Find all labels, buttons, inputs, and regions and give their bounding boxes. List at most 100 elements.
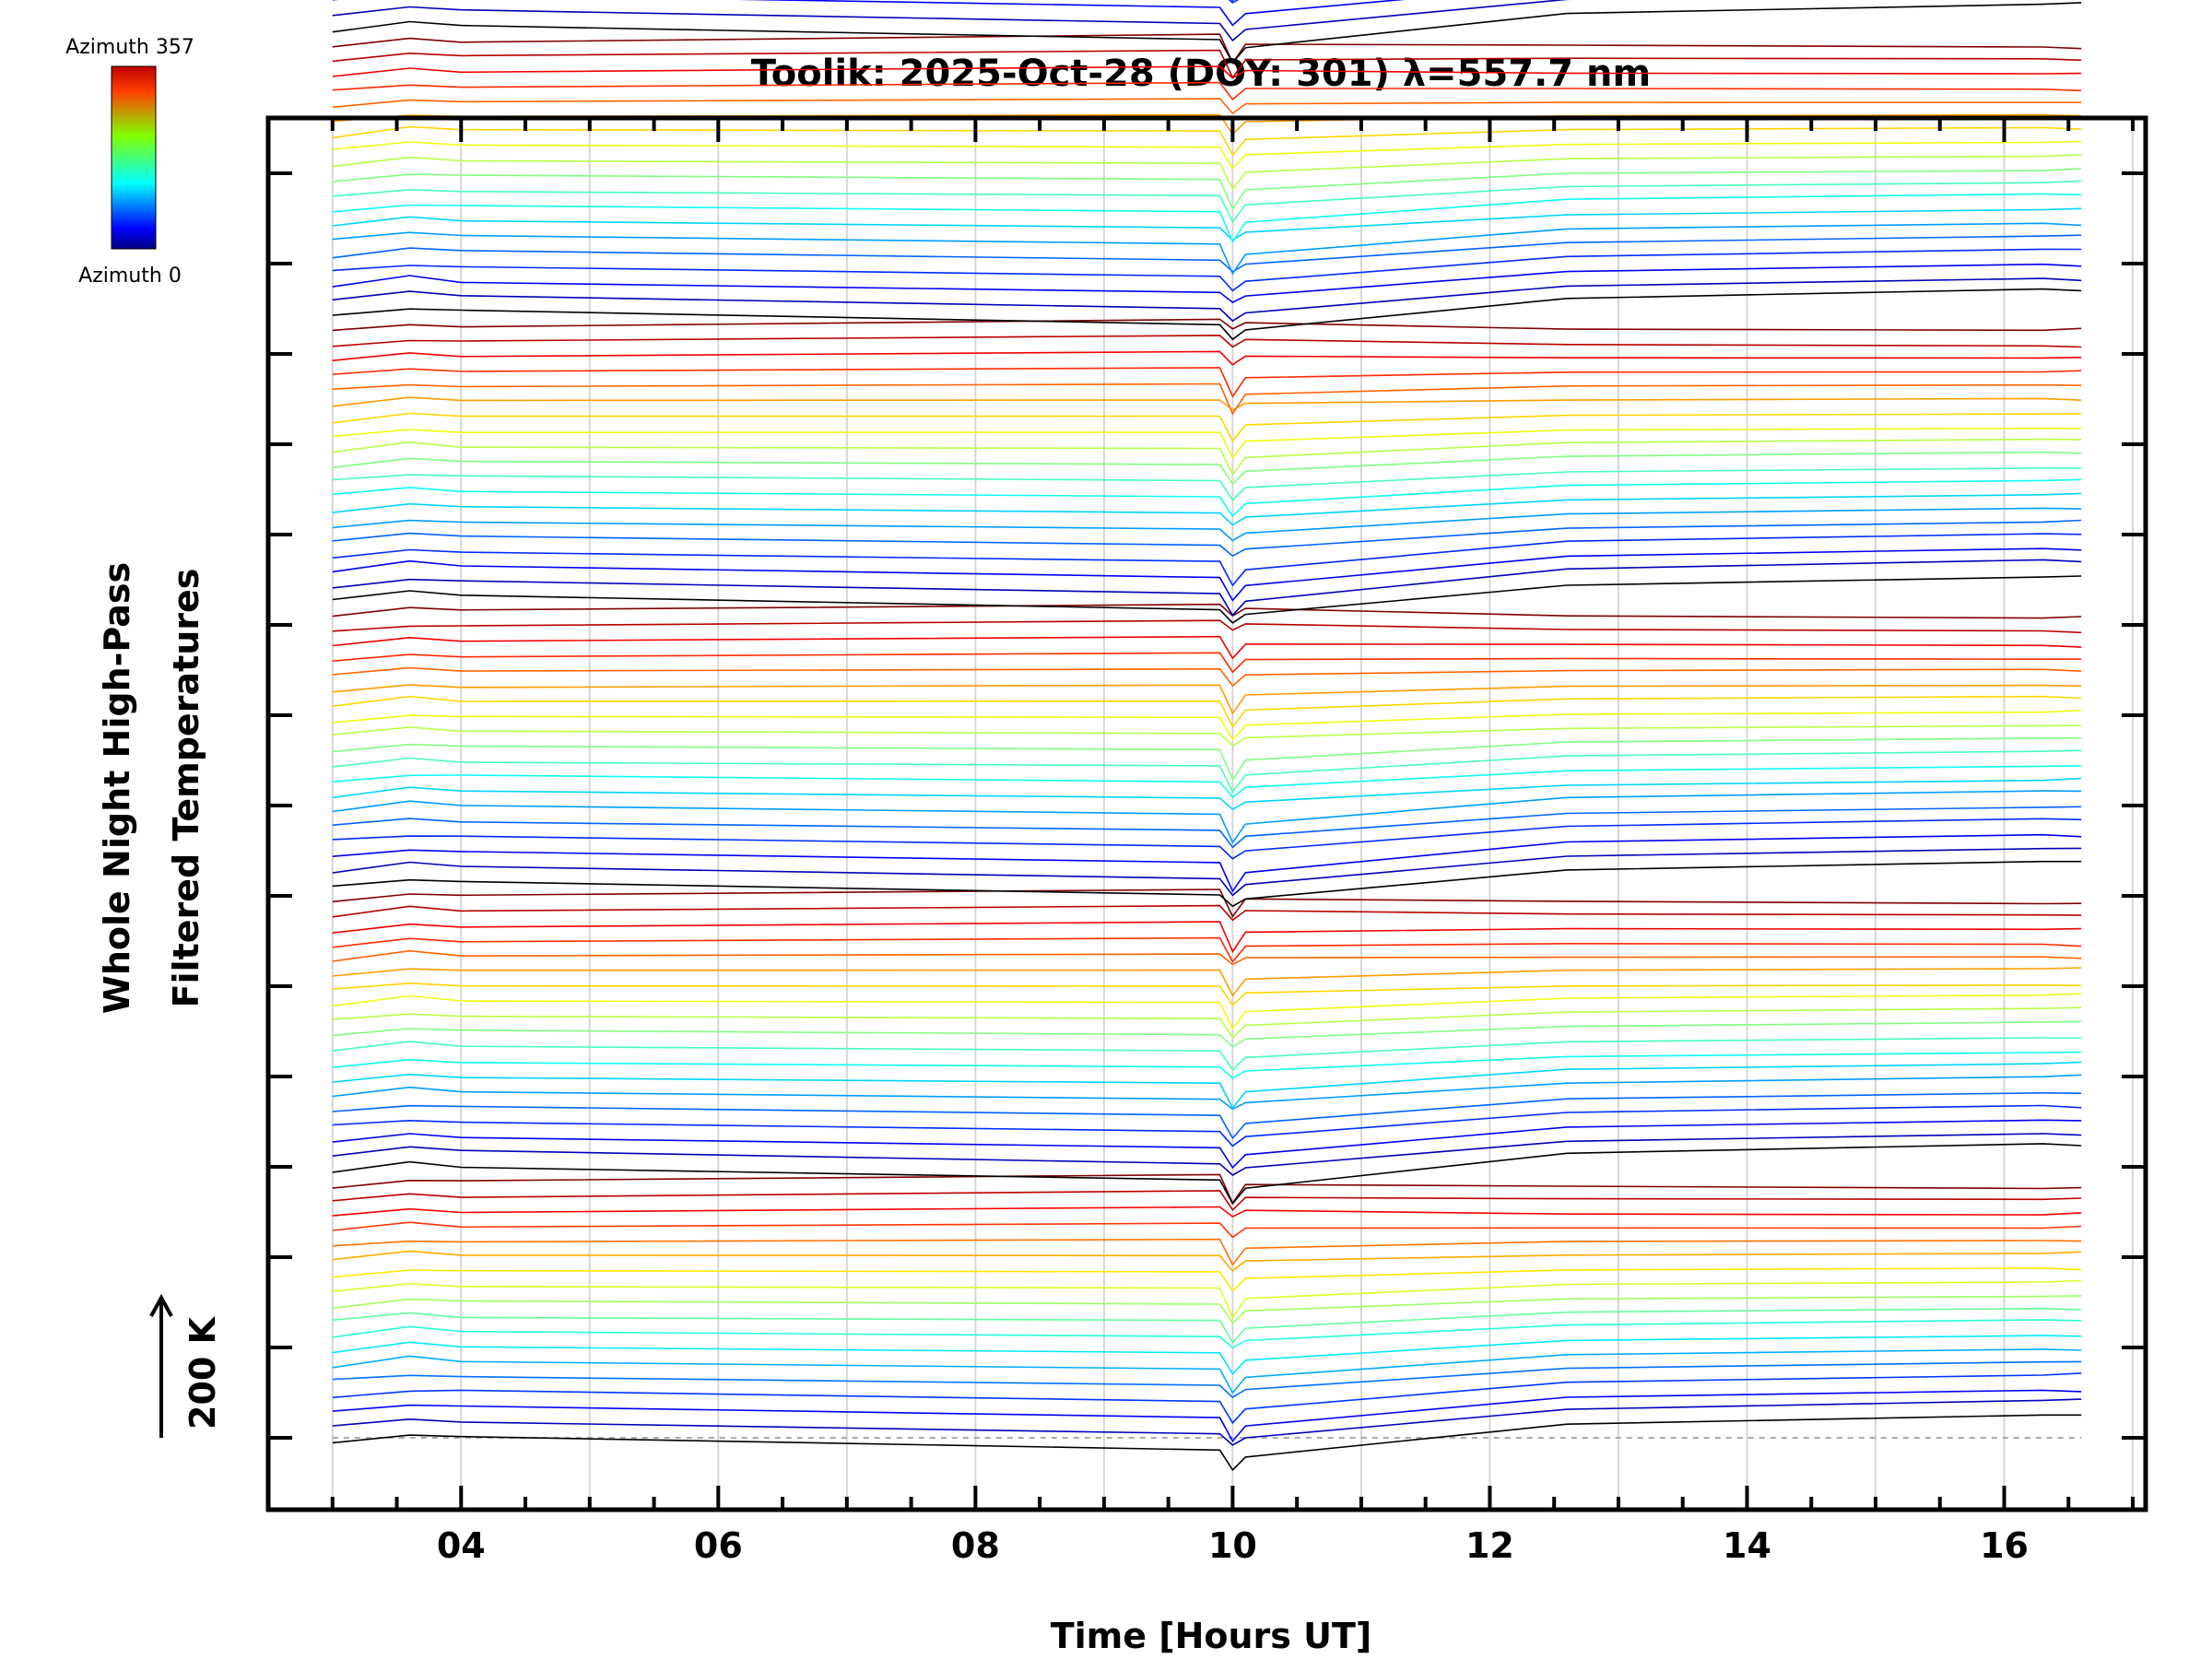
series-line (332, 1279, 2082, 1320)
series-line (332, 833, 2082, 893)
series-line (332, 412, 2082, 442)
series-line (332, 1319, 2082, 1349)
y-axis-title-line2: Filtered Temperatures (166, 569, 206, 1008)
series-line (332, 736, 2082, 782)
series-line (332, 2, 2082, 65)
series-line (332, 1348, 2082, 1394)
series-line (332, 1020, 2082, 1048)
x-tick-label: 10 (1208, 1525, 1257, 1566)
x-tick-labels: 04 06 08 10 12 14 16 (437, 1525, 2029, 1566)
series-line (332, 1190, 2082, 1212)
series-line (332, 559, 2082, 617)
series-line (332, 49, 2082, 79)
series-line (332, 396, 2082, 411)
series-line (332, 1206, 2082, 1218)
series-line (1230, 0, 1235, 3)
series-line (332, 695, 2082, 728)
series-line (332, 904, 2082, 922)
vertical-gridlines (331, 123, 2135, 1505)
series-line (332, 519, 2082, 558)
series-line (332, 140, 2082, 171)
series-line (332, 619, 2082, 634)
series-line (332, 350, 2082, 366)
series-line (332, 277, 2082, 323)
x-tick-label: 12 (1465, 1525, 1514, 1566)
series-line (332, 451, 2082, 486)
series-line (332, 749, 2082, 794)
series-line (332, 180, 2082, 224)
plot-frame (265, 115, 2148, 1512)
series-line (332, 1037, 2082, 1071)
series-line (332, 1092, 2082, 1140)
x-tick-label: 16 (1980, 1525, 2029, 1566)
series-line (332, 1051, 2082, 1079)
series-line (332, 666, 2082, 688)
series-line (332, 1074, 2082, 1111)
x-tick-label: 06 (694, 1525, 743, 1566)
series-line (332, 1372, 2082, 1425)
colorbar (111, 65, 157, 250)
series-line (332, 575, 2082, 624)
x-tick-label: 08 (951, 1525, 1000, 1566)
series-line (332, 936, 2082, 963)
series-line (332, 438, 2082, 477)
series-line (332, 81, 2082, 100)
series-line (332, 467, 2082, 501)
series-line (332, 847, 2082, 897)
series-line (332, 0, 1572, 42)
series-line (332, 1295, 2082, 1324)
series-line (332, 263, 2082, 304)
series-line (332, 982, 2082, 1006)
temperature-series (332, 0, 2082, 1472)
series-line (332, 684, 2082, 715)
series-line (332, 967, 2082, 997)
series-line (332, 652, 2082, 674)
series-line (332, 1143, 2082, 1206)
series-line (332, 234, 2082, 273)
series-line (332, 1398, 2082, 1446)
series-line (332, 790, 2082, 844)
series-line (332, 818, 2082, 860)
series-line (332, 318, 2082, 332)
series-line (332, 382, 2082, 416)
series-line (332, 492, 2082, 526)
series-line (332, 993, 2082, 1030)
series-line (332, 1119, 2082, 1170)
scale-bar-label: 200 K (182, 1315, 223, 1430)
series-line (332, 222, 2082, 276)
series-line (332, 154, 2082, 191)
series-line (332, 1133, 2082, 1176)
x-tick-label: 14 (1723, 1525, 1771, 1566)
series-line (332, 1238, 2082, 1266)
series-line (332, 1104, 2082, 1147)
series-line (332, 921, 2082, 954)
series-line (332, 777, 2082, 811)
series-line (332, 335, 2082, 348)
colorbar-top-label: Azimuth 357 (65, 36, 194, 59)
series-line (332, 533, 2082, 587)
colorbar-bottom-label: Azimuth 0 (78, 265, 182, 288)
series-line (332, 860, 2082, 908)
scale-bar-arrowhead (149, 1293, 173, 1317)
series-line (332, 1221, 2082, 1239)
series-line (332, 1250, 2082, 1273)
series-line (332, 1267, 2082, 1292)
series-line (332, 635, 2082, 660)
series-line (332, 949, 2082, 966)
axis-ticks (268, 118, 2146, 1510)
series-line (332, 888, 2082, 918)
series-line (332, 288, 2082, 341)
series-line (332, 765, 2082, 799)
series-line (332, 1006, 2082, 1040)
series-line (1228, 0, 1240, 4)
series-line (332, 1307, 2082, 1345)
x-axis-title: Time [Hours UT] (1051, 1616, 1372, 1656)
series-line (332, 367, 2082, 398)
series-line (332, 1335, 2082, 1376)
series-line (332, 125, 2082, 157)
series-line (332, 724, 2082, 747)
series-line (332, 427, 2082, 460)
series-line (332, 1389, 2082, 1443)
series-line (332, 168, 2082, 211)
series-line (332, 193, 2082, 243)
